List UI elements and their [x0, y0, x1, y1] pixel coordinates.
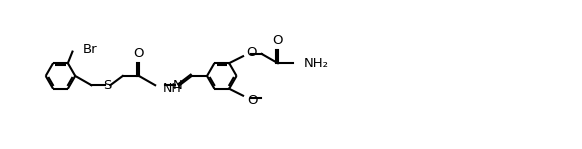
Text: O: O [272, 34, 282, 47]
Text: NH₂: NH₂ [303, 57, 328, 70]
Text: N: N [172, 79, 182, 92]
Text: O: O [248, 94, 258, 107]
Text: O: O [134, 47, 144, 60]
Text: Br: Br [83, 43, 98, 56]
Text: NH: NH [163, 82, 182, 95]
Text: S: S [103, 79, 111, 92]
Text: O: O [246, 46, 257, 59]
